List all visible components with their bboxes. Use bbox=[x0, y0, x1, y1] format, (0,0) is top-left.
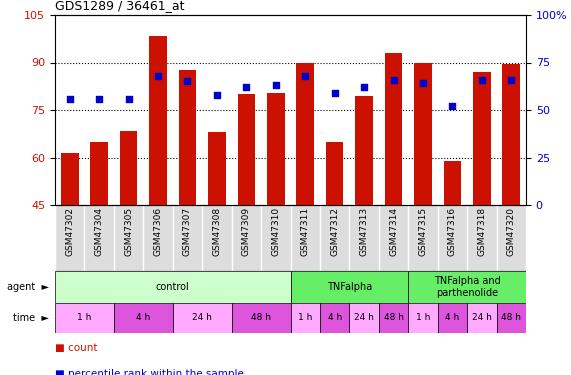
Bar bbox=[232, 303, 291, 333]
Point bbox=[301, 73, 310, 79]
Text: 4 h: 4 h bbox=[328, 314, 342, 322]
Text: GSM47309: GSM47309 bbox=[242, 207, 251, 256]
Bar bbox=[467, 303, 497, 333]
Bar bbox=[473, 72, 490, 205]
Point bbox=[330, 90, 339, 96]
Text: GSM47313: GSM47313 bbox=[360, 207, 369, 256]
Text: GSM47308: GSM47308 bbox=[212, 207, 222, 256]
Text: agent  ►: agent ► bbox=[7, 282, 49, 292]
Bar bbox=[55, 271, 291, 303]
Text: 24 h: 24 h bbox=[354, 314, 374, 322]
Text: 24 h: 24 h bbox=[192, 314, 212, 322]
Bar bbox=[120, 130, 138, 205]
Bar bbox=[291, 303, 320, 333]
Text: 48 h: 48 h bbox=[384, 314, 404, 322]
Text: GSM47305: GSM47305 bbox=[124, 207, 133, 256]
Bar bbox=[114, 303, 173, 333]
Point bbox=[271, 82, 280, 88]
Bar bbox=[355, 96, 373, 205]
Text: GSM47302: GSM47302 bbox=[65, 207, 74, 256]
Text: 1 h: 1 h bbox=[298, 314, 312, 322]
Bar bbox=[149, 36, 167, 205]
Bar bbox=[238, 94, 255, 205]
Bar bbox=[502, 64, 520, 205]
Text: ■ count: ■ count bbox=[55, 343, 98, 353]
Text: control: control bbox=[156, 282, 190, 292]
Bar bbox=[267, 93, 284, 205]
Text: TNFalpha: TNFalpha bbox=[327, 282, 372, 292]
Bar bbox=[320, 303, 349, 333]
Bar bbox=[379, 303, 408, 333]
Text: GSM47320: GSM47320 bbox=[507, 207, 516, 256]
Text: TNFalpha and
parthenolide: TNFalpha and parthenolide bbox=[434, 276, 501, 298]
Bar bbox=[55, 303, 114, 333]
Point bbox=[212, 92, 222, 98]
Text: time  ►: time ► bbox=[13, 313, 49, 323]
Text: ■ percentile rank within the sample: ■ percentile rank within the sample bbox=[55, 369, 244, 375]
Text: GSM47310: GSM47310 bbox=[271, 207, 280, 256]
Bar bbox=[444, 160, 461, 205]
Bar bbox=[385, 53, 403, 205]
Bar bbox=[90, 142, 108, 205]
Bar bbox=[326, 142, 344, 205]
Text: GDS1289 / 36461_at: GDS1289 / 36461_at bbox=[55, 0, 184, 12]
Text: 48 h: 48 h bbox=[501, 314, 521, 322]
Point bbox=[506, 76, 516, 82]
Point bbox=[65, 96, 74, 102]
Bar bbox=[414, 63, 432, 205]
Text: 24 h: 24 h bbox=[472, 314, 492, 322]
Point bbox=[183, 78, 192, 84]
Bar bbox=[408, 303, 438, 333]
Point bbox=[419, 80, 428, 86]
Text: GSM47314: GSM47314 bbox=[389, 207, 398, 256]
Text: 4 h: 4 h bbox=[136, 314, 150, 322]
Point bbox=[154, 73, 163, 79]
Bar bbox=[179, 70, 196, 205]
Text: GSM47311: GSM47311 bbox=[301, 207, 309, 256]
Text: GSM47304: GSM47304 bbox=[95, 207, 104, 256]
Text: 48 h: 48 h bbox=[251, 314, 271, 322]
Text: 4 h: 4 h bbox=[445, 314, 460, 322]
Text: GSM47312: GSM47312 bbox=[330, 207, 339, 256]
Bar bbox=[438, 303, 467, 333]
Bar bbox=[61, 153, 79, 205]
Text: GSM47315: GSM47315 bbox=[419, 207, 428, 256]
Text: GSM47306: GSM47306 bbox=[154, 207, 163, 256]
Text: 1 h: 1 h bbox=[77, 314, 91, 322]
Bar bbox=[408, 271, 526, 303]
Text: GSM47307: GSM47307 bbox=[183, 207, 192, 256]
Point bbox=[242, 84, 251, 90]
Text: GSM47318: GSM47318 bbox=[477, 207, 486, 256]
Bar bbox=[291, 271, 408, 303]
Bar bbox=[173, 303, 232, 333]
Text: 1 h: 1 h bbox=[416, 314, 430, 322]
Text: GSM47316: GSM47316 bbox=[448, 207, 457, 256]
Point bbox=[95, 96, 104, 102]
Bar bbox=[208, 132, 226, 205]
Point bbox=[360, 84, 369, 90]
Point bbox=[477, 76, 486, 82]
Point bbox=[389, 76, 398, 82]
Bar bbox=[349, 303, 379, 333]
Point bbox=[124, 96, 133, 102]
Bar bbox=[497, 303, 526, 333]
Point bbox=[448, 103, 457, 109]
Bar bbox=[296, 63, 314, 205]
